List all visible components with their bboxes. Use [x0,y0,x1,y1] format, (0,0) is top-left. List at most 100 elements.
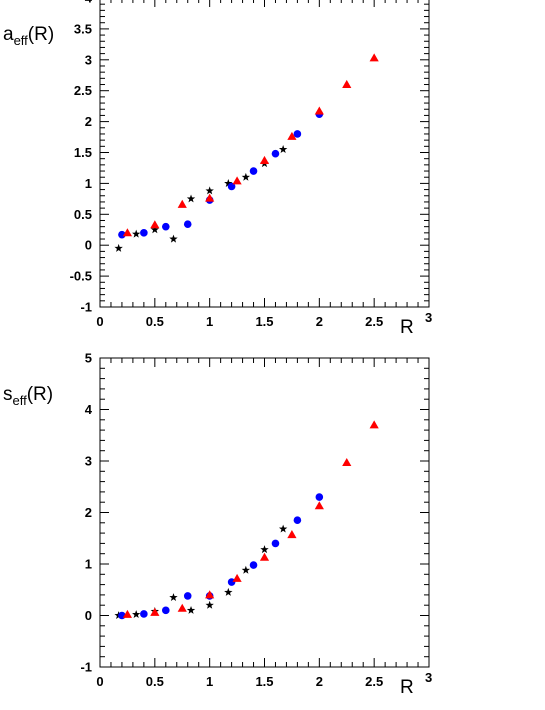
x-tick-labels: 0 0.5 1 1.5 2 2.5 3 [96,670,432,689]
circle-point [271,539,280,548]
y-tick-label: 3 [85,454,92,469]
triangle-point [122,609,133,618]
circle-point [227,182,236,191]
star-point [169,234,178,243]
triangle-point [259,552,270,561]
triangle-point [150,607,160,616]
star-point [186,194,196,203]
y-tick-label: 3.5 [74,21,92,36]
x-tick-label: 1.5 [255,674,273,689]
y-tick-labels: -1 0 1 2 3 4 5 [80,351,92,675]
y-tick-label: 2 [85,505,92,520]
circle-point [162,606,170,615]
x-tick-label: 0.5 [146,314,164,329]
circle-point [249,561,258,569]
triangle-point [342,457,352,466]
star-point [224,179,233,187]
panel-a-eff: -1 -0.5 0 0.5 1 1.5 2 2.5 3 3.5 4 0 0.5 1 1.5 2 2.5 3 ae… [3,0,432,338]
star-point [132,610,141,619]
plot-frame [99,0,430,308]
triangle-point [369,53,379,62]
circle-point [293,516,302,525]
circle-point [140,229,148,237]
x-axis-label: R [400,317,414,338]
x-tick-label: 0.5 [146,674,164,689]
y-tick-label: 0 [85,608,92,623]
x-tick-label: 2.5 [365,314,383,329]
triangle-point [342,79,352,88]
y-tick-label: 4 [85,402,93,417]
x-tick-label: 2.5 [365,674,383,689]
star-point [132,229,141,238]
triangle-point [122,228,133,237]
triangle-point [205,590,215,599]
x-tick-labels: 0 0.5 1 1.5 2 2.5 3 [96,310,432,329]
circle-point [162,222,170,231]
y-tick-label: 1 [85,176,92,191]
triangle-point [232,573,242,582]
triangle-point [287,131,297,140]
star-point [278,145,288,153]
star-point [205,186,214,195]
axis-ticks [99,0,430,308]
circle-point [315,493,324,501]
axis-ticks [99,357,430,668]
triangle-point [259,155,270,164]
y-tick-label: 3 [85,52,92,67]
y-tick-label: -1 [80,300,92,315]
star-point [114,243,123,252]
circle-point [271,149,280,158]
star-point [205,600,214,609]
triangle-point [177,603,187,612]
star-point [278,524,288,533]
x-axis-label: R [400,677,414,698]
star-point [150,225,160,234]
star-point [224,587,233,596]
x-tick-label: 1 [206,674,213,689]
triangle-point [287,530,297,539]
plot-frame [99,357,430,668]
circle-point [183,220,192,228]
circle-point [118,230,126,239]
triangle-point [314,106,324,115]
triangle-point [177,199,187,208]
triangle-point [205,193,215,202]
y-tick-label: 0.5 [74,207,92,222]
y-tick-label: 0 [85,238,92,253]
y-tick-label: 1 [85,557,92,572]
data-points [114,53,379,252]
circle-point [183,592,192,600]
circle-point [293,130,302,138]
y-axis-label: seff(R) [3,384,53,408]
star-point [186,605,196,614]
circle-point [140,610,148,618]
panel-s-eff: -1 0 1 2 3 4 5 0 0.5 1 1.5 2 2.5 3 seff(R) R [3,351,432,699]
y-tick-label: 2 [85,114,92,129]
triangle-point [314,501,324,510]
star-point [241,172,251,181]
triangle-point [150,220,160,229]
circle-point [249,167,258,175]
x-tick-label: 1 [206,314,213,329]
y-tick-label: -1 [80,660,92,675]
star-point [169,593,178,602]
x-tick-label: 2 [316,674,323,689]
x-tick-label: 1.5 [255,314,273,329]
y-axis-label: aeff(R) [3,24,54,48]
star-point [260,545,269,554]
x-tick-label: 0 [96,674,103,689]
star-point [241,565,251,574]
x-tick-label: 0 [96,314,103,329]
triangle-point [369,420,379,429]
x-tick-label: 3 [425,310,432,325]
y-tick-label: 2.5 [74,83,92,98]
data-points [114,420,379,620]
y-tick-label: 1.5 [74,145,92,160]
x-tick-label: 2 [316,314,323,329]
y-tick-label: 5 [85,351,92,366]
y-tick-label: -0.5 [70,269,92,284]
y-tick-label: 4 [85,0,93,6]
y-tick-labels: -1 -0.5 0 0.5 1 1.5 2 2.5 3 3.5 4 [70,0,93,315]
